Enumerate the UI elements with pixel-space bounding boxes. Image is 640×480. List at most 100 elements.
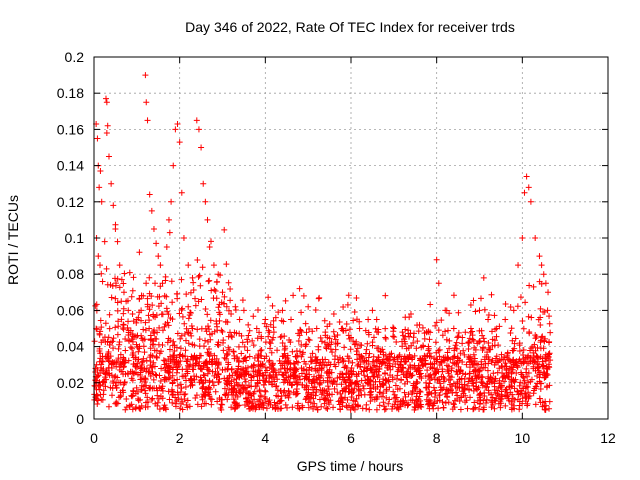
data-point bbox=[103, 99, 110, 106]
data-point bbox=[127, 344, 134, 351]
data-point bbox=[505, 373, 512, 380]
data-point bbox=[236, 374, 243, 381]
data-point bbox=[546, 405, 553, 412]
data-point bbox=[93, 392, 100, 399]
data-point bbox=[212, 360, 219, 367]
data-point bbox=[185, 329, 192, 336]
data-point bbox=[440, 354, 447, 361]
data-point bbox=[380, 359, 387, 366]
data-point bbox=[520, 347, 527, 354]
data-point bbox=[178, 276, 185, 283]
data-point bbox=[376, 389, 383, 396]
data-point bbox=[521, 390, 528, 397]
data-point bbox=[277, 405, 284, 412]
data-point bbox=[379, 346, 386, 353]
data-point bbox=[226, 374, 233, 381]
data-point bbox=[260, 381, 267, 388]
data-point bbox=[465, 353, 472, 360]
x-tick-label: 6 bbox=[347, 430, 355, 446]
data-point bbox=[358, 342, 365, 349]
data-point bbox=[244, 336, 251, 343]
data-point bbox=[278, 317, 285, 324]
data-point bbox=[502, 360, 509, 367]
data-point bbox=[96, 348, 103, 355]
data-point bbox=[92, 302, 99, 309]
data-point bbox=[117, 393, 124, 400]
data-point bbox=[261, 399, 268, 406]
data-point bbox=[274, 387, 281, 394]
data-point bbox=[440, 378, 447, 385]
data-point bbox=[432, 376, 439, 383]
data-point bbox=[184, 404, 191, 411]
data-point bbox=[284, 365, 291, 372]
data-point bbox=[542, 280, 549, 287]
data-point bbox=[436, 353, 443, 360]
data-point bbox=[431, 393, 438, 400]
data-point bbox=[269, 302, 276, 309]
data-point bbox=[476, 400, 483, 407]
data-point bbox=[537, 385, 544, 392]
data-point bbox=[413, 345, 420, 352]
data-point bbox=[539, 333, 546, 340]
data-point bbox=[153, 336, 160, 343]
data-point bbox=[153, 312, 160, 319]
data-point bbox=[537, 321, 544, 328]
data-point bbox=[374, 394, 381, 401]
data-point bbox=[154, 293, 161, 300]
data-point bbox=[263, 405, 270, 412]
data-point bbox=[194, 401, 201, 408]
data-point bbox=[446, 373, 453, 380]
data-point bbox=[279, 353, 286, 360]
data-point bbox=[231, 352, 238, 359]
data-point bbox=[135, 314, 142, 321]
data-point bbox=[254, 377, 261, 384]
data-point bbox=[388, 350, 395, 357]
data-point bbox=[414, 390, 421, 397]
data-point bbox=[111, 374, 118, 381]
data-point bbox=[162, 375, 169, 382]
data-point bbox=[383, 394, 390, 401]
data-point bbox=[390, 356, 397, 363]
data-point bbox=[148, 364, 155, 371]
data-point bbox=[169, 399, 176, 406]
data-point bbox=[432, 322, 439, 329]
data-point bbox=[368, 388, 375, 395]
data-point bbox=[281, 387, 288, 394]
data-point bbox=[479, 344, 486, 351]
data-point bbox=[296, 285, 303, 292]
data-point bbox=[259, 371, 266, 378]
data-point bbox=[105, 403, 112, 410]
data-point bbox=[364, 365, 371, 372]
data-point bbox=[455, 333, 462, 340]
data-point bbox=[177, 405, 184, 412]
data-point bbox=[516, 382, 523, 389]
data-point bbox=[151, 385, 158, 392]
data-point bbox=[159, 327, 166, 334]
data-point bbox=[107, 339, 114, 346]
data-point bbox=[336, 319, 343, 326]
data-point bbox=[217, 272, 224, 279]
data-point bbox=[189, 341, 196, 348]
x-tick-label: 2 bbox=[176, 430, 184, 446]
data-point bbox=[354, 345, 361, 352]
data-point bbox=[523, 365, 530, 372]
data-point bbox=[524, 373, 531, 380]
data-point bbox=[514, 362, 521, 369]
data-point bbox=[208, 287, 215, 294]
data-point bbox=[523, 173, 530, 180]
data-point bbox=[302, 396, 309, 403]
data-point bbox=[187, 289, 194, 296]
data-point bbox=[162, 273, 169, 280]
data-point bbox=[535, 355, 542, 362]
data-point bbox=[135, 397, 142, 404]
data-point bbox=[416, 373, 423, 380]
data-point bbox=[153, 353, 160, 360]
data-point bbox=[411, 385, 418, 392]
data-point bbox=[134, 371, 141, 378]
data-point bbox=[325, 342, 332, 349]
data-point bbox=[398, 376, 405, 383]
data-point bbox=[450, 380, 457, 387]
data-point bbox=[428, 353, 435, 360]
data-point bbox=[244, 347, 251, 354]
data-point bbox=[547, 329, 554, 336]
